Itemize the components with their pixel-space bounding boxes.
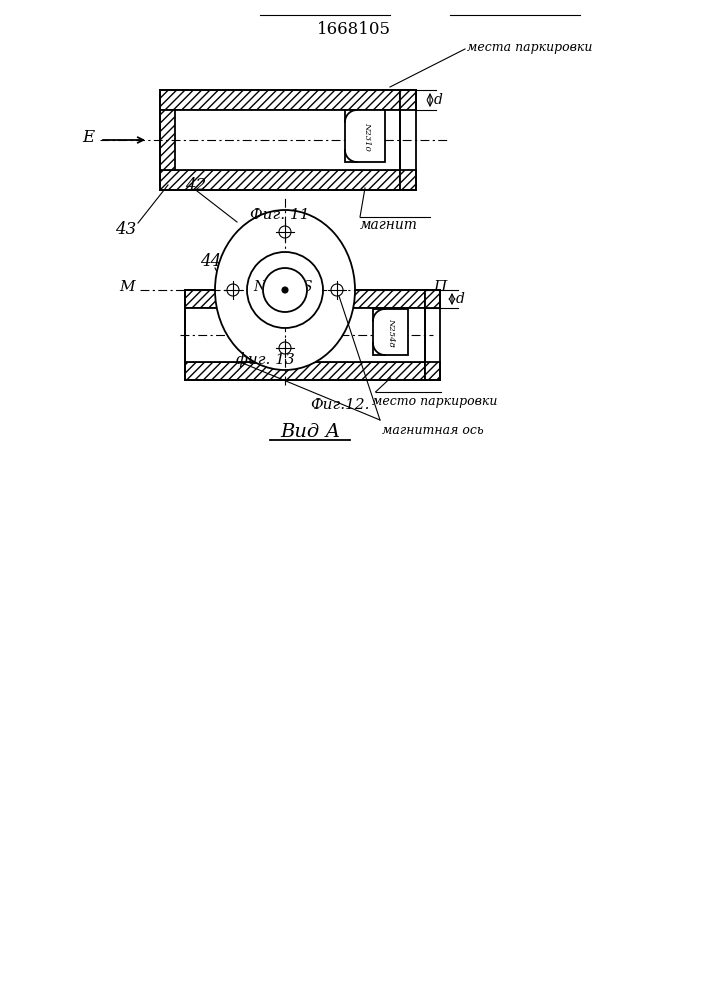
Text: магнит: магнит — [360, 218, 418, 232]
Bar — [160, 90, 400, 110]
Text: Фиг. 11: Фиг. 11 — [250, 208, 310, 222]
Circle shape — [282, 287, 288, 293]
Text: М: М — [119, 280, 135, 294]
Bar — [400, 170, 416, 190]
Text: места паркировки: места паркировки — [467, 40, 592, 53]
Circle shape — [227, 284, 239, 296]
Bar — [400, 90, 416, 110]
Bar — [160, 110, 400, 170]
Text: магнитная ось: магнитная ось — [382, 424, 484, 437]
Circle shape — [263, 268, 307, 312]
Bar — [425, 290, 440, 308]
Text: фиг. 13: фиг. 13 — [235, 353, 294, 367]
Circle shape — [279, 226, 291, 238]
Circle shape — [279, 342, 291, 354]
Bar — [160, 110, 175, 170]
Bar — [160, 170, 400, 190]
Text: Вид А: Вид А — [280, 423, 340, 441]
Text: 1668105: 1668105 — [317, 21, 391, 38]
Text: 42: 42 — [185, 176, 206, 194]
Text: 44: 44 — [200, 253, 221, 270]
Bar — [345, 110, 385, 162]
Circle shape — [331, 284, 343, 296]
Text: N2310: N2310 — [363, 122, 371, 150]
Text: N2548: N2548 — [387, 318, 395, 346]
Bar — [185, 290, 425, 308]
Bar — [373, 309, 408, 355]
Text: Е: Е — [82, 128, 94, 145]
Bar — [185, 308, 425, 362]
Circle shape — [247, 252, 323, 328]
Ellipse shape — [215, 210, 355, 370]
Text: место паркировки: место паркировки — [373, 395, 498, 408]
Bar — [425, 362, 440, 380]
Circle shape — [263, 268, 307, 312]
Text: П: П — [433, 280, 446, 294]
Text: N: N — [253, 280, 265, 294]
Text: d: d — [456, 292, 465, 306]
Text: d: d — [434, 93, 443, 107]
Bar — [185, 362, 425, 380]
Text: S: S — [303, 280, 312, 294]
Text: Фиг.12.: Фиг.12. — [310, 398, 370, 412]
Text: 43: 43 — [115, 222, 136, 238]
